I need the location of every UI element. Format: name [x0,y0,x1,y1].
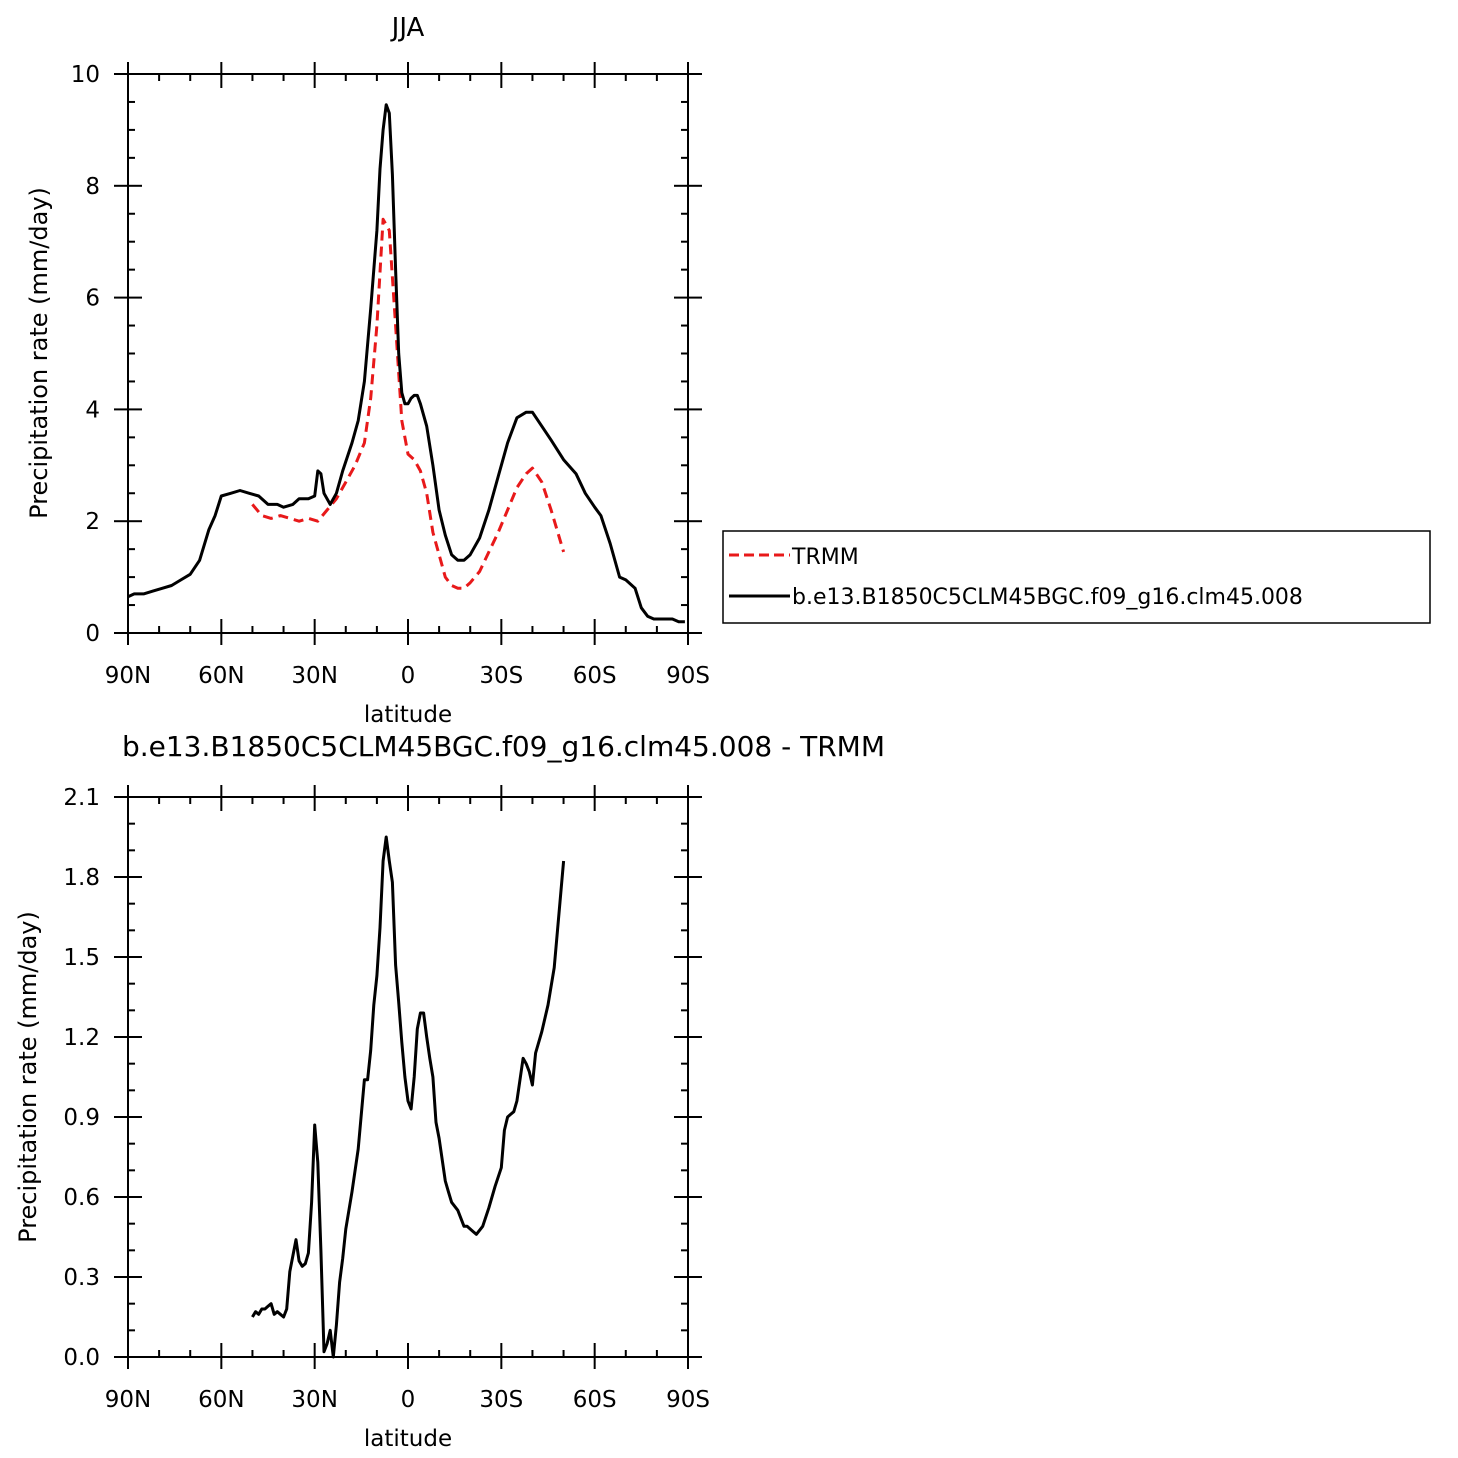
bottom-chart-panel: b.e13.B1850C5CLM45BGC.f09_g16.clm45.008 … [14,730,885,1452]
x-tick-label: 30N [291,1387,337,1413]
x-tick-label: 30S [479,1387,523,1413]
bottom-x-axis-label: latitude [364,1426,452,1452]
top-chart-panel: JJA 90N 60N 30N 0 30S 60S 90S 0 2 4 6 8 10 latitude… [25,13,1431,728]
y-tick-label: 1.5 [63,945,100,971]
x-tick-label: 90S [666,1387,710,1413]
x-tick-label: 60S [573,1387,617,1413]
top-x-axis-label: latitude [364,702,452,728]
y-tick-label: 6 [85,286,100,312]
x-tick-label: 0 [401,663,416,689]
x-tick-label: 60N [198,1387,244,1413]
bottom-plot-frame [127,796,689,1358]
top-chart-title: JJA [390,13,425,43]
bottom-x-tick-labels: 90N 60N 30N 0 30S 60S 90S [105,1387,710,1413]
legend: TRMM b.e13.B1850C5CLM45BGC.f09_g16.clm45… [722,530,1431,624]
y-tick-label: 0 [85,621,100,647]
bottom-chart-title: b.e13.B1850C5CLM45BGC.f09_g16.clm45.008 … [122,730,885,763]
y-tick-label: 1.2 [63,1025,100,1051]
y-tick-label: 10 [71,62,100,88]
legend-label-trmm: TRMM [791,545,859,570]
y-tick-label: 0.9 [63,1105,100,1131]
series-line-0 [251,835,566,1359]
x-tick-label: 0 [401,1387,416,1413]
top-plot-frame [127,73,689,634]
series-line-1 [127,103,685,624]
y-tick-label: 1.8 [63,865,100,891]
x-tick-label: 30N [291,663,337,689]
y-tick-label: 0.6 [63,1185,100,1211]
x-tick-label: 90S [666,663,710,689]
y-tick-label: 0.3 [63,1265,100,1291]
legend-label-model: b.e13.B1850C5CLM45BGC.f09_g16.clm45.008 [792,585,1303,610]
bottom-series-lines [251,835,566,1359]
legend-box [722,530,1431,624]
y-tick-label: 8 [85,174,100,200]
bottom-y-tick-labels: 0.0 0.3 0.6 0.9 1.2 1.5 1.8 2.1 [63,785,100,1371]
y-tick-label: 0.0 [63,1345,100,1371]
top-axis-ticks [114,62,702,645]
x-tick-label: 30S [479,663,523,689]
series-line-0 [251,217,566,590]
top-x-tick-labels: 90N 60N 30N 0 30S 60S 90S [105,663,710,689]
top-y-axis-label: Precipitation rate (mm/day) [25,187,53,519]
x-tick-label: 60S [573,663,617,689]
x-tick-label: 90N [105,663,151,689]
y-tick-label: 2 [85,509,100,535]
top-series-lines [127,103,685,624]
y-tick-label: 4 [85,397,100,423]
y-tick-label: 2.1 [63,785,100,811]
top-y-tick-labels: 0 2 4 6 8 10 [71,62,100,647]
x-tick-label: 60N [198,663,244,689]
x-tick-label: 90N [105,1387,151,1413]
bottom-y-axis-label: Precipitation rate (mm/day) [14,911,42,1243]
bottom-axis-ticks [114,785,702,1369]
